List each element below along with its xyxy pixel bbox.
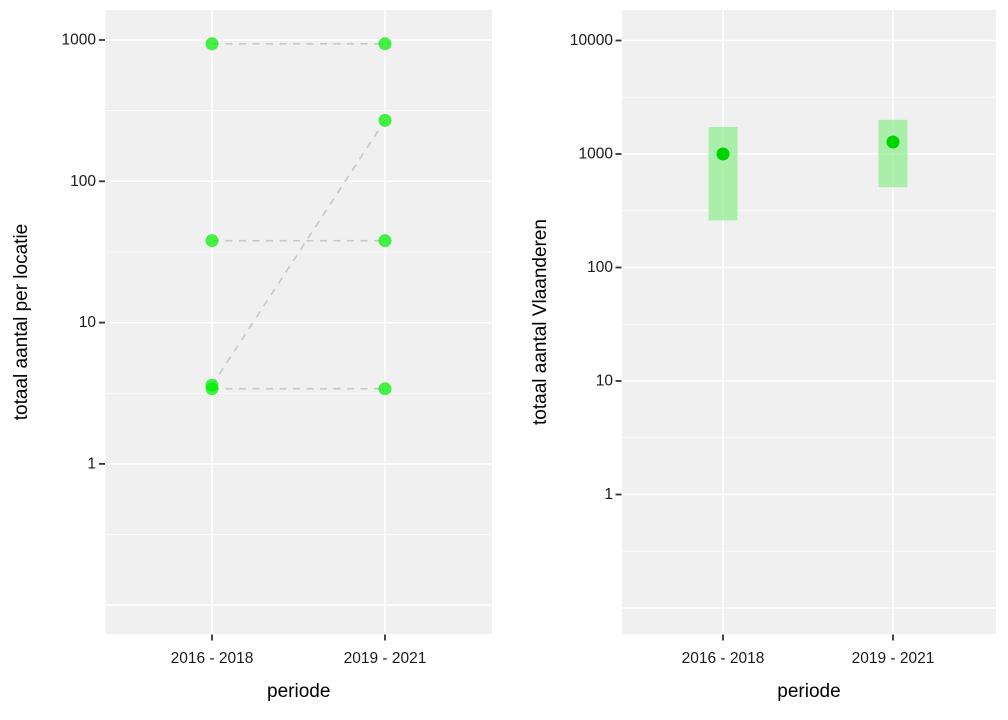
y-tick-label: 100 bbox=[587, 259, 613, 276]
x-axis-title: periode bbox=[267, 681, 330, 702]
data-point bbox=[205, 234, 219, 248]
data-point bbox=[378, 37, 392, 51]
x-tick-label: 2019 - 2021 bbox=[344, 650, 427, 667]
panel-left: 1 10 100 1000 2016 - 2018 2019 - 2021 periode t… bbox=[11, 10, 492, 702]
y-tick-label: 1 bbox=[604, 486, 613, 503]
data-point bbox=[378, 234, 392, 248]
y-axis-title: totaal aantal Vlaanderen bbox=[530, 219, 551, 425]
y-tick-label: 10 bbox=[596, 373, 614, 390]
panel-right: 1 10 100 1000 10000 2016 - 2018 2019 - 2021 per… bbox=[530, 10, 996, 702]
x-tick-label: 2019 - 2021 bbox=[852, 650, 935, 667]
data-point bbox=[716, 147, 730, 161]
x-tick-label: 2016 - 2018 bbox=[171, 650, 254, 667]
uncertainty-crossbar bbox=[878, 119, 908, 188]
y-tick-label: 10 bbox=[79, 314, 97, 331]
y-tick-label: 100 bbox=[70, 173, 96, 190]
data-point bbox=[205, 382, 219, 396]
x-tick-label: 2016 - 2018 bbox=[682, 650, 765, 667]
y-tick-label: 1000 bbox=[579, 146, 614, 163]
y-tick-label: 10000 bbox=[570, 32, 613, 49]
data-point bbox=[378, 382, 392, 396]
data-point bbox=[378, 113, 392, 127]
data-point bbox=[205, 37, 219, 51]
y-axis-title: totaal aantal per locatie bbox=[11, 224, 32, 420]
y-tick-label: 1000 bbox=[62, 31, 97, 48]
uncertainty-crossbar bbox=[708, 126, 738, 221]
data-point bbox=[886, 135, 900, 149]
x-axis-title: periode bbox=[777, 681, 840, 702]
y-tick-label: 1 bbox=[87, 455, 96, 472]
panel-background bbox=[622, 10, 996, 634]
